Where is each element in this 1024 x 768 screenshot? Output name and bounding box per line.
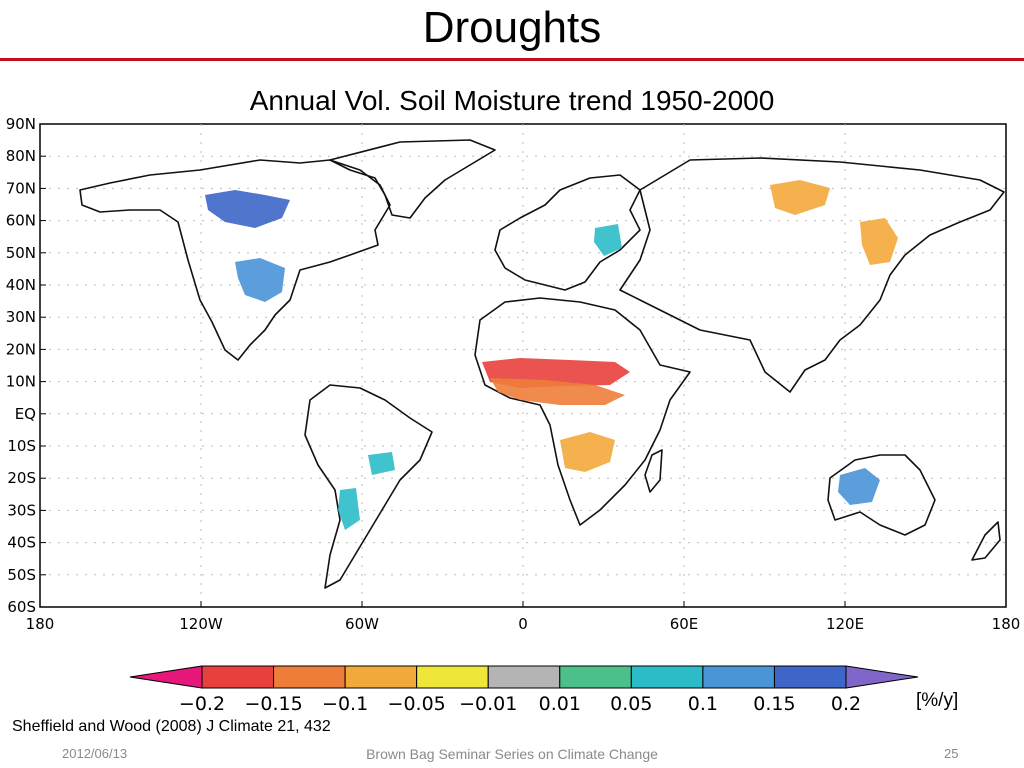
colorbar-swatch: [416, 665, 489, 689]
lat-tick-label: 70N: [6, 179, 36, 197]
map-subtitle: Annual Vol. Soil Moisture trend 1950-200…: [249, 85, 775, 116]
africa-outline: [474, 297, 691, 526]
patch-europe: [594, 224, 622, 256]
madagascar-outline: [644, 449, 663, 493]
lat-tick-label: 60S: [7, 598, 36, 616]
lon-tick-label: 180: [992, 615, 1021, 633]
lat-tick-label: 80N: [6, 147, 36, 165]
patch-amazon: [368, 452, 395, 475]
lon-tick-label: 120E: [826, 615, 864, 633]
south-america-outline: [304, 384, 433, 589]
colorbar-swatch: [630, 665, 704, 689]
lat-tick-label: 10N: [6, 373, 36, 391]
colorbar-tick-label: 0.1: [688, 693, 718, 715]
colorbar: −0.2 −0.15 −0.1 −0.05 −0.01 0.01 0.05 0.1 0.15 0.…: [129, 665, 919, 715]
australia-outline: [827, 454, 936, 536]
colorbar-tick-labels: −0.2 −0.15 −0.1 −0.05 −0.01 0.01 0.05 0.1 0.15 0.…: [179, 693, 861, 715]
lon-tick-label: 0: [518, 615, 528, 633]
colorbar-tick-label: 0.05: [610, 693, 652, 715]
lat-tick-label: 30N: [6, 308, 36, 326]
colorbar-swatch: [559, 665, 632, 689]
north-america-outline: [79, 159, 391, 361]
lat-tick-label: 40S: [7, 534, 36, 552]
lon-tick-label: 180: [26, 615, 55, 633]
footer-page-number: 25: [944, 746, 959, 761]
lon-tick-label: 60W: [345, 615, 379, 633]
footer-series: Brown Bag Seminar Series on Climate Chan…: [366, 746, 658, 762]
lon-tick-label: 60E: [670, 615, 699, 633]
patch-canada: [205, 190, 290, 228]
map-gridlines: [39, 123, 1007, 608]
title-divider: [0, 58, 1024, 61]
colorbar-swatch: [487, 665, 561, 689]
world-map: 90N 80N 70N 60N 50N 40N 30N 20N 10N EQ 10S 20S 30S 40…: [6, 115, 1021, 633]
greenland-outline: [329, 139, 496, 219]
lat-tick-label: 60N: [6, 212, 36, 230]
slide-title: Droughts: [422, 3, 602, 52]
patch-australia: [838, 468, 880, 505]
lat-tick-label: 50S: [7, 566, 36, 584]
colorbar-tick-label: −0.05: [388, 693, 446, 715]
colorbar-swatch: [201, 665, 275, 689]
lat-tick-label: 90N: [6, 115, 36, 133]
colorbar-tick-label: 0.2: [831, 693, 861, 715]
patch-china: [860, 218, 898, 265]
colorbar-tick-label: 0.01: [539, 693, 581, 715]
colorbar-tick-label: −0.15: [244, 693, 302, 715]
longitude-tick-labels: 180 120W 60W 0 60E 120E 180: [26, 615, 1021, 633]
footer-date: 2012/06/13: [62, 746, 128, 761]
colorbar-swatch: [344, 665, 418, 689]
trend-patches: [205, 180, 898, 530]
colorbar-swatch: [273, 665, 346, 689]
lat-tick-label: 30S: [7, 501, 36, 519]
colorbar-tick-label: 0.15: [753, 693, 795, 715]
colorbar-swatch: [702, 665, 775, 689]
colorbar-tick-label: −0.1: [322, 693, 368, 715]
colorbar-units: [%/y]: [916, 690, 959, 711]
continent-outlines: [79, 139, 1005, 589]
lat-tick-label: EQ: [15, 405, 36, 423]
patch-central-us: [235, 258, 285, 302]
lat-tick-label: 10S: [7, 437, 36, 455]
patch-west-africa: [490, 378, 625, 405]
lat-tick-label: 20S: [7, 469, 36, 487]
asia-outline: [619, 157, 1005, 393]
patch-argentina: [338, 488, 360, 530]
europe-outline: [494, 174, 641, 291]
citation: Sheffield and Wood (2008) J Climate 21, …: [12, 718, 331, 735]
colorbar-swatch: [773, 665, 847, 689]
lat-tick-label: 20N: [6, 340, 36, 358]
colorbar-tick-label: −0.01: [459, 693, 517, 715]
colorbar-swatches: [129, 665, 919, 689]
latitude-tick-labels: 90N 80N 70N 60N 50N 40N 30N 20N 10N EQ 10S 20S 30S 40…: [6, 115, 36, 616]
new-zealand-outline: [971, 521, 1001, 561]
patch-southern-africa: [560, 432, 615, 472]
lon-tick-label: 120W: [179, 615, 223, 633]
lat-tick-label: 40N: [6, 276, 36, 294]
patch-east-siberia: [770, 180, 830, 215]
lat-tick-label: 50N: [6, 244, 36, 262]
colorbar-min-arrow: [129, 665, 203, 689]
colorbar-tick-label: −0.2: [179, 693, 225, 715]
colorbar-max-arrow: [845, 665, 919, 689]
